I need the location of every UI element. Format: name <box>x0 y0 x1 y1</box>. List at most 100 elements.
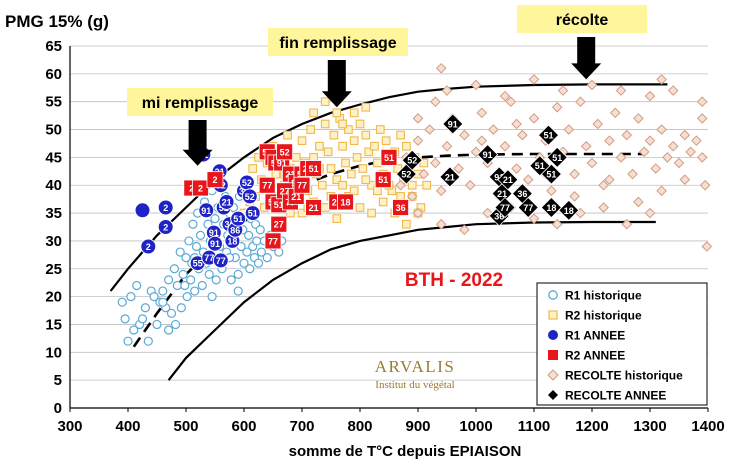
y-tick-label: 40 <box>45 177 62 194</box>
data-point <box>140 303 150 313</box>
data-point <box>673 157 685 169</box>
data-point <box>374 171 392 189</box>
data-point <box>143 336 153 346</box>
data-point <box>422 180 432 190</box>
legend: R1 historique R2 historique R1 ANNEE R2 ANN… <box>536 282 708 406</box>
point-label: 77 <box>500 203 510 213</box>
point-label: 77 <box>297 181 307 191</box>
annotation-label: fin remplissage <box>279 35 396 52</box>
point-label: 21 <box>291 192 301 202</box>
data-point <box>207 235 223 252</box>
data-point <box>656 74 667 85</box>
data-point <box>286 208 295 218</box>
legend-box <box>536 282 708 406</box>
envelope-lower-curve <box>167 220 656 381</box>
data-point <box>381 136 391 146</box>
data-point <box>373 186 382 196</box>
data-point <box>598 202 609 213</box>
data-point <box>361 130 371 140</box>
point-label: 91 <box>201 206 211 216</box>
point-label: 55 <box>193 259 203 269</box>
y-tick-label: 10 <box>45 344 62 361</box>
data-point <box>120 314 130 324</box>
data-point <box>477 144 499 166</box>
data-point <box>375 125 385 134</box>
data-point <box>176 303 186 313</box>
data-point <box>406 191 418 202</box>
annotation-arrow <box>321 60 352 108</box>
data-point <box>346 169 356 179</box>
data-point <box>546 185 557 197</box>
data-point <box>352 153 362 162</box>
data-point <box>537 124 560 146</box>
data-point <box>667 140 679 152</box>
data-point <box>262 253 272 263</box>
data-point <box>337 193 354 211</box>
data-point <box>364 147 374 157</box>
legend-label: R2 historique <box>565 309 642 323</box>
logo-name: ARVALIS <box>375 357 456 376</box>
data-point <box>134 202 151 219</box>
data-point <box>233 269 243 279</box>
data-point <box>305 160 323 177</box>
point-label: 21 <box>309 203 319 213</box>
data-point <box>442 113 464 135</box>
data-point <box>253 258 264 268</box>
data-point <box>656 124 667 135</box>
x-tick-label: 500 <box>173 418 198 435</box>
data-point <box>497 169 519 191</box>
data-point <box>396 192 405 201</box>
data-point <box>453 163 464 174</box>
point-label: 91 <box>483 150 493 160</box>
legend-label: RECOLTE historique <box>565 369 683 383</box>
data-point <box>164 275 174 285</box>
data-point <box>252 236 262 246</box>
point-label: 51 <box>248 209 258 219</box>
annotation-label: mi remplissage <box>142 95 259 112</box>
data-point <box>644 207 656 219</box>
x-tick-label: 1000 <box>459 418 492 435</box>
point-label: 51 <box>384 153 394 163</box>
data-point <box>696 113 708 124</box>
data-point <box>679 129 691 141</box>
data-point <box>188 219 198 229</box>
data-point <box>459 129 470 141</box>
point-label: 91 <box>209 228 219 238</box>
point-label: 91 <box>210 239 220 249</box>
data-point <box>476 107 488 119</box>
stamp-text: BTH - 2022 <box>405 270 503 291</box>
data-point <box>132 280 142 291</box>
point-label: 2 <box>189 184 194 194</box>
data-point <box>551 218 563 230</box>
data-point <box>320 119 330 129</box>
point-label: 36 <box>494 211 504 221</box>
data-point <box>158 297 168 307</box>
point-label: 36 <box>517 189 527 199</box>
point-label: 51 <box>309 164 319 174</box>
legend-symbol <box>547 369 559 381</box>
data-point <box>685 146 696 158</box>
data-point <box>575 96 586 107</box>
data-point <box>435 218 447 230</box>
point-label: 91 <box>277 158 287 168</box>
data-point <box>598 179 609 191</box>
point-label: 21 <box>332 197 342 207</box>
data-point <box>482 207 493 219</box>
x-tick-label: 300 <box>57 418 82 435</box>
data-point <box>149 292 159 302</box>
data-point <box>191 241 202 252</box>
point-label: 77 <box>523 203 533 213</box>
data-point <box>529 155 551 177</box>
x-tick-label: 800 <box>347 418 372 435</box>
data-point <box>181 253 191 263</box>
data-point <box>402 141 411 151</box>
point-label: 18 <box>564 206 574 216</box>
data-point <box>195 230 206 240</box>
data-point <box>395 179 406 191</box>
point-label: 21 <box>445 172 455 182</box>
data-point <box>551 101 563 113</box>
data-point <box>198 202 215 219</box>
data-point <box>424 124 435 135</box>
annotation-box <box>268 28 408 56</box>
point-label: 36 <box>396 203 406 213</box>
